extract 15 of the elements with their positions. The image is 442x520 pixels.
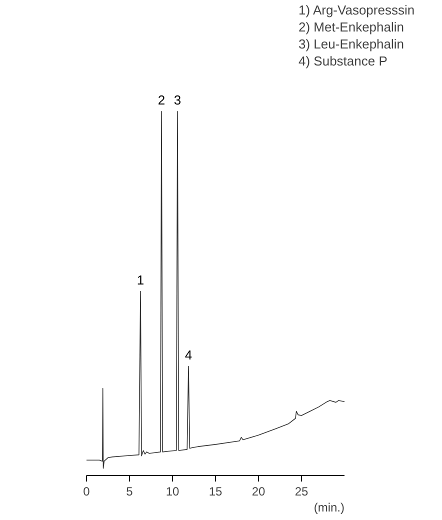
text: 1) Arg-Vasopresssin [298, 2, 415, 18]
x-axis-title: (min.) [314, 500, 345, 514]
x-tick-label: 25 [294, 484, 308, 498]
annotation: 2 [158, 92, 166, 108]
annotation: 4 [184, 347, 192, 362]
annotation: 1 [136, 272, 144, 288]
x-tick-label: 15 [208, 484, 222, 498]
annotation: 3 [174, 92, 182, 108]
x-tick-label: 20 [252, 484, 266, 498]
text: 3) Leu-Enkephalin [298, 36, 404, 52]
x-tick-label: 10 [166, 484, 180, 498]
text: 4) Substance P [298, 54, 388, 68]
x-tick-label: 5 [126, 484, 134, 498]
x-tick-label: 0 [83, 484, 90, 498]
text: 2) Met-Enkephalin [298, 20, 404, 34]
